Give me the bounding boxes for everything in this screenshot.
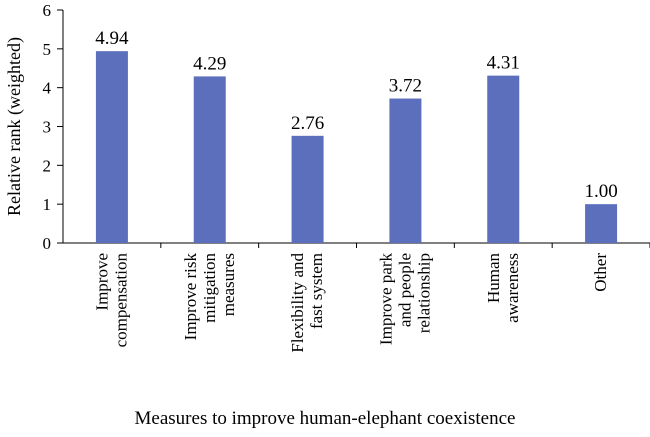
y-tick-label: 2 bbox=[43, 156, 52, 175]
y-tick-label: 3 bbox=[43, 118, 52, 137]
category-label: Improve parkand peoplerelationship bbox=[376, 253, 433, 346]
y-tick-label: 0 bbox=[43, 234, 52, 253]
bar-value-label: 2.76 bbox=[291, 113, 324, 134]
x-axis-title: Measures to improve human-elephant coexi… bbox=[134, 408, 516, 429]
bar-value-label: 4.29 bbox=[193, 53, 226, 74]
category-label: Other bbox=[591, 253, 610, 292]
bar bbox=[585, 204, 618, 243]
y-tick-label: 5 bbox=[43, 40, 52, 59]
category-label: Humanawareness bbox=[484, 253, 522, 323]
bar bbox=[291, 135, 324, 243]
bar bbox=[95, 51, 128, 244]
y-axis-title: Relative rank (weighted) bbox=[4, 37, 25, 216]
category-label: Improve riskmitigationmeasures bbox=[181, 253, 238, 341]
bar-value-label: 1.00 bbox=[584, 181, 617, 202]
bar-value-label: 3.72 bbox=[389, 76, 422, 97]
y-tick-label: 1 bbox=[43, 195, 52, 214]
category-label: Improvecompensation bbox=[92, 253, 130, 348]
bar bbox=[487, 75, 520, 244]
bar-value-label: 4.94 bbox=[95, 28, 129, 49]
bar-value-label: 4.31 bbox=[487, 53, 520, 74]
y-tick-label: 6 bbox=[43, 1, 52, 20]
bar bbox=[389, 98, 422, 243]
bar bbox=[193, 76, 226, 243]
category-label: Flexibility andfast system bbox=[288, 253, 326, 353]
y-tick-label: 4 bbox=[43, 79, 52, 98]
